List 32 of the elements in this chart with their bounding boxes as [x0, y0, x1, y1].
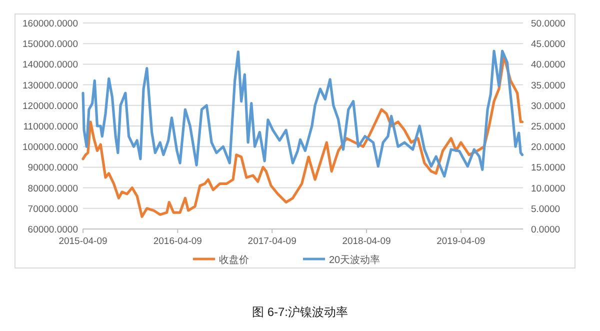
y2-tick-label: 10.0000 [531, 183, 566, 194]
line-series [82, 54, 524, 218]
y-tick-label: 120000.0000 [22, 100, 78, 112]
y-tick-label: 70000.0000 [28, 204, 78, 215]
y2-tick-label: 5.0000 [531, 204, 560, 215]
y2-tick-label: 40.0000 [531, 60, 566, 71]
y-tick-label: 140000.0000 [22, 60, 78, 71]
y2-tick-label: 45.0000 [531, 39, 566, 50]
y2-tick-label: 25.0000 [531, 122, 566, 132]
legend-label: 20天波动率 [329, 254, 380, 266]
y2-tick-label: 30.0000 [531, 100, 566, 112]
y-tick-label: 150000.0000 [22, 39, 78, 50]
y-tick-label: 80000.0000 [28, 183, 78, 194]
y-tick-label: 100000.0000 [22, 142, 78, 154]
x-tick-label: 2018-04-09 [342, 236, 391, 247]
y-tick-label: 160000.0000 [22, 18, 78, 30]
y-tick-label: 60000.0000 [28, 224, 78, 236]
y-tick-label: 130000.0000 [22, 80, 78, 92]
x-tick-label: 2016-04-09 [153, 236, 202, 247]
x-tick-label: 2015-04-09 [58, 236, 108, 247]
y2-tick-label: 35.0000 [531, 80, 566, 92]
y-tick-label: 110000.0000 [23, 122, 78, 132]
y-tick-label: 90000.0000 [28, 162, 78, 174]
x-tick-label: 2017-04-09 [248, 236, 296, 247]
text: 图 6-7:沪镍波动率 [252, 305, 348, 319]
x-tick-label: 2019-04-09 [436, 236, 486, 247]
line-series [82, 50, 524, 178]
y2-tick-label: 50.0000 [531, 18, 566, 30]
y2-tick-label: 15.0000 [531, 162, 566, 174]
y2-tick-label: 20.0000 [531, 142, 566, 154]
y2-tick-label: 0.0000 [531, 224, 560, 236]
legend-label: 收盘价 [219, 254, 249, 266]
